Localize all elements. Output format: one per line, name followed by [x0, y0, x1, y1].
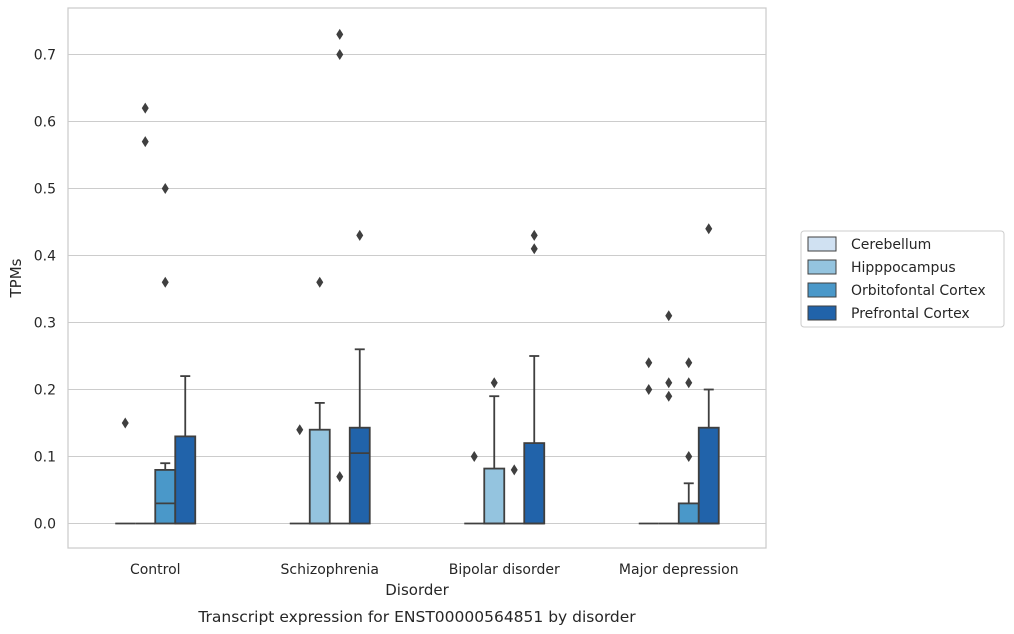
legend-label: Hipppocampus — [851, 260, 956, 276]
box-cerebellum — [115, 417, 136, 525]
box-cerebellum — [464, 451, 485, 525]
legend-frame — [800, 230, 1005, 328]
legend-swatch — [807, 236, 837, 252]
outlier-point — [685, 377, 693, 389]
y-tick-label: 0.2 — [34, 383, 56, 399]
legend-swatch — [807, 259, 837, 275]
outlier-point — [470, 451, 478, 462]
plot-area-frame — [67, 7, 767, 549]
box-iqr — [154, 468, 177, 525]
outlier-point — [356, 229, 364, 241]
outlier-point — [336, 28, 344, 40]
y-tick-label: 0.1 — [34, 450, 56, 466]
legend-label: Cerebellum — [851, 237, 931, 253]
legend: Cerebellum Hipppocampus Orbitofontal Corte… — [800, 230, 1005, 328]
x-tick-labels: Control Schizophrenia Bipolar disorder Majo… — [130, 562, 739, 578]
box-iqr — [348, 426, 371, 525]
box-hipppocampus — [658, 310, 679, 525]
outlier-point — [121, 417, 129, 429]
y-tick-label: 0.6 — [34, 115, 56, 131]
box-orbitofontal-cortex — [154, 183, 177, 525]
box-hipppocampus — [308, 276, 331, 525]
outlier-point — [685, 357, 693, 369]
box-orbitofontal-cortex — [504, 464, 525, 525]
outlier-point — [665, 310, 673, 322]
box-prefrontal-cortex — [523, 229, 546, 525]
outlier-point — [336, 471, 344, 483]
box-prefrontal-cortex — [174, 375, 197, 525]
outlier-point — [141, 102, 149, 114]
outlier-point — [316, 276, 324, 288]
y-tick-label: 0.4 — [34, 249, 56, 265]
outlier-point — [161, 276, 169, 288]
outlier-point — [490, 377, 498, 389]
outlier-point — [665, 390, 673, 402]
outlier-point — [296, 424, 304, 436]
box-orbitofontal-cortex — [329, 28, 350, 525]
outlier-point — [665, 377, 673, 389]
box-cerebellum — [638, 357, 659, 525]
outlier-point — [141, 136, 149, 148]
y-axis-label: TPMs — [7, 258, 25, 298]
box-iqr — [308, 428, 331, 525]
outlier-point — [161, 183, 169, 194]
x-tick-label: Major depression — [619, 562, 739, 578]
outlier-point — [336, 49, 344, 60]
outlier-point — [530, 243, 538, 255]
x-tick-label: Control — [130, 562, 181, 578]
box-iqr — [677, 502, 700, 525]
box-cerebellum — [289, 424, 310, 525]
outlier-point — [530, 229, 538, 241]
y-tick-label: 0.3 — [34, 316, 56, 332]
legend-swatch — [807, 305, 837, 321]
x-axis-label: Disorder — [385, 581, 449, 599]
x-tick-label: Bipolar disorder — [449, 562, 560, 578]
y-tick-label: 0.0 — [34, 517, 56, 533]
box-series — [115, 28, 720, 525]
chart-caption: Transcript expression for ENST0000056485… — [197, 608, 636, 626]
outlier-point — [685, 451, 693, 462]
box-iqr — [523, 442, 546, 525]
legend-swatch — [807, 282, 837, 298]
box-prefrontal-cortex — [697, 223, 720, 525]
legend-label: Prefrontal Cortex — [851, 306, 970, 322]
box-prefrontal-cortex — [348, 229, 371, 525]
box-iqr — [697, 426, 720, 525]
grid-lines — [68, 54, 766, 524]
box-iqr — [174, 435, 197, 525]
box-iqr — [483, 467, 506, 525]
outlier-point — [645, 384, 653, 395]
x-tick-label: Schizophrenia — [281, 562, 379, 578]
y-tick-labels: 0.0 0.1 0.2 0.3 0.4 0.5 0.6 0.7 — [34, 48, 56, 533]
y-tick-label: 0.7 — [34, 48, 56, 64]
legend-label: Orbitofontal Cortex — [851, 283, 986, 299]
box-hipppocampus — [135, 102, 156, 525]
box-hipppocampus — [483, 377, 506, 525]
outlier-point — [510, 464, 518, 476]
box-orbitofontal-cortex — [677, 357, 700, 525]
outlier-point — [705, 223, 713, 235]
y-tick-label: 0.5 — [34, 182, 56, 198]
outlier-point — [645, 357, 653, 369]
